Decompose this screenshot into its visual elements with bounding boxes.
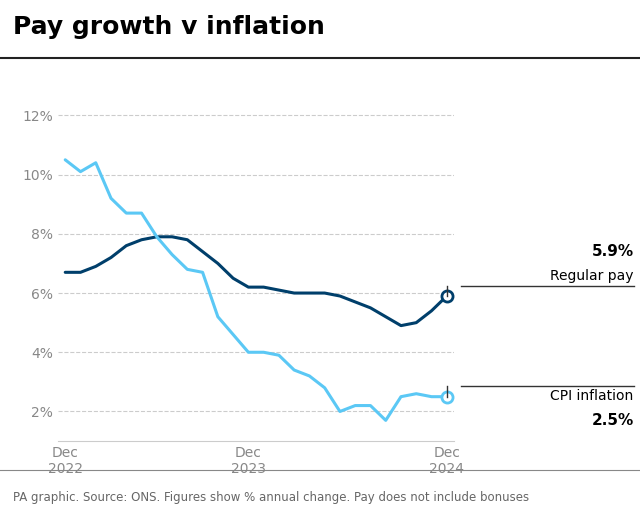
Text: 5.9%: 5.9% <box>591 244 634 259</box>
Text: CPI inflation: CPI inflation <box>550 389 634 403</box>
Text: Regular pay: Regular pay <box>550 269 634 283</box>
Text: Pay growth v inflation: Pay growth v inflation <box>13 15 324 39</box>
Text: 2.5%: 2.5% <box>591 413 634 428</box>
Text: PA graphic. Source: ONS. Figures show % annual change. Pay does not include bonu: PA graphic. Source: ONS. Figures show % … <box>13 491 529 504</box>
